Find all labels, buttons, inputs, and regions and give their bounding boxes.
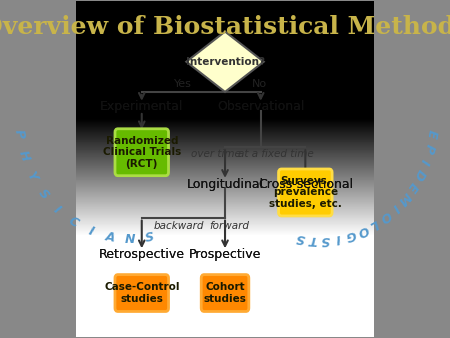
Text: L: L	[368, 216, 381, 232]
Text: P: P	[421, 142, 436, 154]
Text: No: No	[252, 78, 267, 89]
Text: Cross-sectional: Cross-sectional	[258, 177, 353, 191]
FancyBboxPatch shape	[115, 274, 168, 312]
Text: Case-Control
studies: Case-Control studies	[104, 282, 180, 304]
Text: N: N	[125, 233, 135, 246]
Text: Cross-sectional: Cross-sectional	[258, 177, 353, 191]
Text: Observational: Observational	[217, 100, 304, 114]
Text: I: I	[87, 225, 95, 239]
Text: Prospective: Prospective	[189, 248, 261, 261]
Text: E: E	[424, 129, 439, 140]
Text: over time: over time	[191, 149, 241, 159]
Text: Experimental: Experimental	[100, 100, 184, 114]
Text: O: O	[356, 222, 370, 238]
Text: backward: backward	[154, 221, 204, 231]
Text: I: I	[335, 231, 342, 244]
Text: forward: forward	[210, 221, 249, 231]
Text: Y: Y	[24, 169, 40, 183]
FancyBboxPatch shape	[201, 274, 249, 312]
Text: Intervention?: Intervention?	[185, 57, 265, 67]
Text: O: O	[377, 208, 393, 225]
Text: Retrospective: Retrospective	[99, 248, 185, 261]
Text: Retrospective: Retrospective	[99, 248, 185, 261]
Text: Yes: Yes	[175, 78, 192, 89]
Text: H: H	[16, 148, 32, 163]
Text: T: T	[309, 233, 318, 246]
Text: P: P	[11, 128, 26, 140]
Text: D: D	[410, 167, 427, 182]
Text: C: C	[66, 214, 81, 230]
Text: I: I	[389, 201, 401, 214]
Text: Experimental: Experimental	[100, 100, 184, 114]
Text: I: I	[418, 157, 431, 166]
Text: I: I	[51, 203, 63, 216]
Text: A: A	[104, 230, 116, 245]
Text: Observational: Observational	[217, 100, 304, 114]
Text: Randomized
Clinical Trials
(RCT): Randomized Clinical Trials (RCT)	[103, 136, 181, 169]
FancyBboxPatch shape	[115, 129, 168, 176]
Polygon shape	[186, 31, 264, 92]
Text: Surveys,
prevalence
studies, etc.: Surveys, prevalence studies, etc.	[269, 176, 342, 209]
Text: Overview of Biostatistical Methods: Overview of Biostatistical Methods	[0, 15, 450, 39]
Text: Prospective: Prospective	[189, 248, 261, 261]
Text: E: E	[404, 179, 420, 194]
Text: S: S	[36, 186, 51, 201]
Text: G: G	[344, 227, 357, 242]
Text: Longitudinal: Longitudinal	[186, 177, 264, 191]
Text: M: M	[395, 189, 413, 207]
Text: S: S	[295, 230, 306, 245]
Text: S: S	[144, 230, 155, 245]
FancyBboxPatch shape	[279, 169, 332, 216]
Text: Longitudinal: Longitudinal	[186, 177, 264, 191]
Text: at a fixed time: at a fixed time	[238, 149, 314, 159]
Text: S: S	[321, 233, 331, 246]
Text: Cohort
studies: Cohort studies	[203, 282, 247, 304]
